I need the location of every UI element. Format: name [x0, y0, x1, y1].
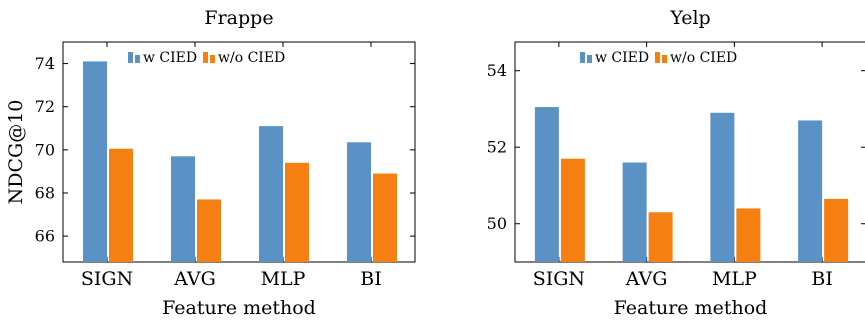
x-tick-label: MLP: [712, 268, 757, 290]
y-tick-label: 54: [487, 61, 507, 80]
chart-title: Frappe: [204, 7, 273, 29]
legend-swatch-wo-cied: [203, 52, 215, 63]
legend-swatch-w-cied: [580, 52, 592, 63]
y-axis-label: NDCG@10: [5, 100, 27, 205]
y-tick-label: 74: [35, 54, 55, 73]
y-tick-label: 66: [35, 227, 55, 246]
bar-w-cied-bi: [798, 120, 823, 262]
bar-wo-cied-avg: [648, 212, 673, 262]
chart-panel-yelp: 50 52 54 SIGN AVG MLP BI Yelp Feature method w CI…: [487, 7, 865, 319]
legend-label: w CIED: [143, 50, 197, 66]
legend-swatch-w-cied: [128, 52, 140, 63]
bar-wo-cied-bi: [824, 198, 849, 262]
legend-label: w CIED: [595, 50, 649, 66]
plot-frame: [514, 41, 865, 263]
y-tick-label: 50: [487, 214, 507, 233]
y-tick-label: 68: [35, 183, 55, 202]
chart-title: Yelp: [669, 7, 710, 29]
bar-w-cied-sign: [534, 107, 559, 262]
legend-label: w/o CIED: [670, 50, 737, 66]
bar-wo-cied-mlp: [285, 162, 309, 262]
x-tick-label: MLP: [261, 268, 306, 290]
bar-w-cied-avg: [171, 156, 195, 262]
x-tick-label: BI: [811, 268, 832, 290]
bar-w-cied-mlp: [710, 112, 735, 262]
y-tick-label: 52: [487, 138, 507, 157]
x-tick-label: SIGN: [81, 268, 133, 290]
y-tick-label: 72: [35, 97, 55, 116]
plot-frame: [62, 41, 416, 263]
x-tick-label: BI: [360, 268, 381, 290]
y-tick-label: 70: [35, 140, 55, 159]
legend-swatch-wo-cied: [655, 52, 667, 63]
x-tick-label: AVG: [173, 268, 216, 290]
bar-wo-cied-mlp: [736, 208, 761, 262]
bar-w-cied-mlp: [259, 126, 283, 262]
chart-panel-frappe: 66 68 70 72 74 SIGN AVG MLP BI Frappe Feature meth…: [5, 7, 416, 319]
x-axis-label: Feature method: [614, 297, 768, 319]
bar-wo-cied-sign: [560, 158, 585, 262]
bar-wo-cied-bi: [373, 173, 397, 262]
bar-w-cied-sign: [83, 61, 107, 262]
x-axis-label: Feature method: [162, 297, 316, 319]
x-tick-label: AVG: [625, 268, 668, 290]
legend-label: w/o CIED: [218, 50, 285, 66]
bar-wo-cied-avg: [197, 199, 221, 262]
bar-w-cied-bi: [347, 142, 371, 262]
x-tick-label: SIGN: [533, 268, 585, 290]
bar-w-cied-avg: [622, 162, 647, 262]
bar-wo-cied-sign: [109, 148, 133, 262]
